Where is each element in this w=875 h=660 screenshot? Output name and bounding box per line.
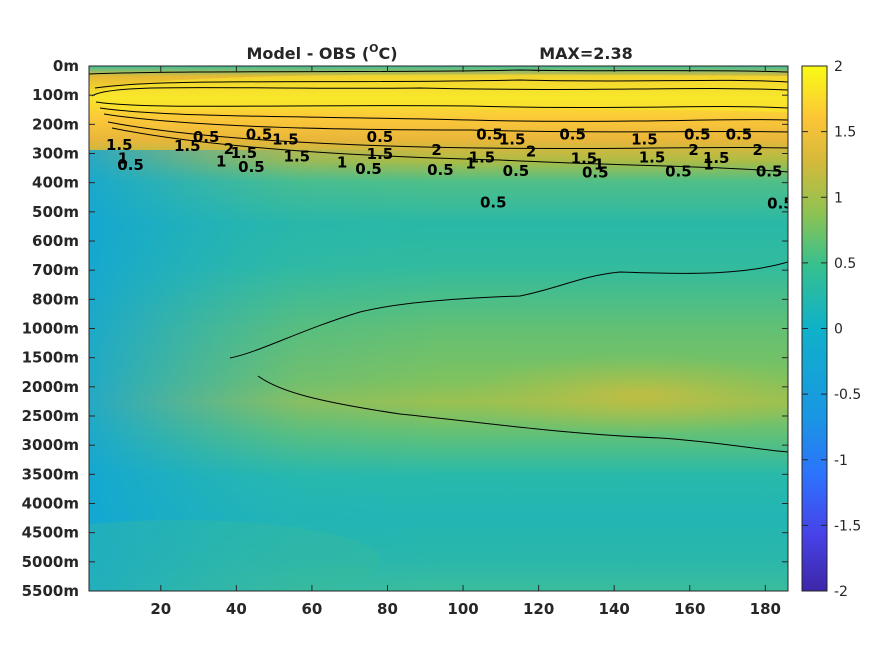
contour-label: 0.5 <box>684 125 711 143</box>
contour-label: 1.5 <box>571 149 598 167</box>
contour-label: 0.5 <box>355 160 382 178</box>
contour-label: 1.5 <box>284 147 311 165</box>
colorbar-tick-label: -0.5 <box>834 387 861 403</box>
y-tick-label: 600m <box>32 232 79 250</box>
contour-label: 1.5 <box>174 137 201 155</box>
y-tick-label: 1500m <box>22 349 79 367</box>
y-tick-label: 5000m <box>22 553 79 571</box>
contour-label: 0.5 <box>582 164 609 182</box>
y-axis: 0m 100m 200m 300m 400m 500m 600m 700m 800m 1000m 1… <box>22 57 788 600</box>
contour-label: 0.5 <box>193 128 220 146</box>
y-tick-label: 2500m <box>22 407 79 425</box>
contour-label: 1.5 <box>499 131 526 149</box>
colorbar-tick-label: -2 <box>834 584 848 600</box>
contour-label: 0.5 <box>427 161 454 179</box>
contour-label: 0.5 <box>476 125 503 143</box>
contour-label: 1.5 <box>106 136 133 154</box>
contour-label: 2 <box>688 141 698 159</box>
contour-label: 1 <box>703 156 713 174</box>
contour-label: 0.5 <box>767 195 794 213</box>
contour-label: 0.5 <box>238 158 265 176</box>
contour-label: 1.5 <box>703 149 730 167</box>
contour-label: 2 <box>753 141 763 159</box>
contour-label: 0.5 <box>726 125 753 143</box>
y-tick-label: 400m <box>32 174 79 192</box>
y-tick-label: 3000m <box>22 436 79 454</box>
contour-label: 0.5 <box>246 125 273 143</box>
x-tick-label: 140 <box>599 600 630 618</box>
y-tick-label: 500m <box>32 203 79 221</box>
colorbar-tick-label: -1 <box>834 453 848 469</box>
contour-label: 1.5 <box>631 131 658 149</box>
y-tick-label: 800m <box>32 290 79 308</box>
heatmap-field <box>89 66 788 591</box>
x-tick-label: 60 <box>301 600 322 618</box>
x-axis: 20 40 60 80 100 120 140 160 180 <box>150 66 781 618</box>
contour-label: 0.5 <box>559 125 586 143</box>
contour-label: 0.5 <box>503 162 530 180</box>
contour-label: 2 <box>526 143 536 161</box>
contour-label: 0.5 <box>756 163 783 181</box>
colorbar-tick-label: 0 <box>834 322 843 338</box>
x-tick-label: 40 <box>226 600 247 618</box>
y-tick-label: 3500m <box>22 465 79 483</box>
contour-label: 1.5 <box>231 144 258 162</box>
x-tick-label: 120 <box>523 600 554 618</box>
y-tick-label: 4500m <box>22 524 79 542</box>
colorbar-tick-label: 0.5 <box>834 256 856 272</box>
y-tick-label: 4000m <box>22 495 79 513</box>
y-tick-label: 5500m <box>22 582 79 600</box>
contour-label-layer: 0.5 0.5 0.5 0.5 0.5 0.5 0.51.5 1.5 1.51.5 1.5 2 2 2 2… <box>106 125 794 213</box>
contour-label: 0.5 <box>665 163 692 181</box>
contour-label: 1 <box>337 154 347 172</box>
contour-label: 1 <box>594 156 604 174</box>
contour-label: 1.5 <box>367 145 394 163</box>
x-tick-label: 20 <box>150 600 171 618</box>
colorbar-axis: 2 1.5 1 0.5 0 -0.5 -1 -1.5 -2 <box>802 59 861 600</box>
contour-label: 1 <box>118 149 128 167</box>
x-tick-label: 100 <box>447 600 478 618</box>
y-tick-label: 300m <box>32 145 79 163</box>
chart-title: Model - OBS (OC) <box>246 42 397 63</box>
y-tick-label: 2000m <box>22 378 79 396</box>
contour-label: 1.5 <box>639 148 666 166</box>
colorbar-tick-label: 1 <box>834 190 843 206</box>
contour-label: 0.5 <box>117 156 144 174</box>
y-tick-label: 0m <box>53 57 79 75</box>
max-label: MAX=2.38 <box>539 44 633 63</box>
x-tick-label: 160 <box>674 600 705 618</box>
contour-lines <box>89 69 788 453</box>
y-tick-label: 200m <box>32 115 79 133</box>
contour-label: 0.5 <box>367 128 394 146</box>
colorbar-tick-label: 1.5 <box>834 125 856 141</box>
y-tick-label: 1000m <box>22 320 79 338</box>
colorbar-tick-label: 2 <box>834 59 843 75</box>
y-tick-label: 100m <box>32 86 79 104</box>
y-tick-label: 700m <box>32 261 79 279</box>
x-tick-label: 180 <box>750 600 781 618</box>
contour-label: 1.5 <box>469 148 496 166</box>
contour-label: 2 <box>431 141 441 159</box>
contour-label: 1.5 <box>272 131 299 149</box>
contour-label: 1 <box>216 153 226 171</box>
contour-label: 0.5 <box>480 194 507 212</box>
colorbar-tick-label: -1.5 <box>834 518 861 534</box>
contour-label: 2 <box>224 140 234 158</box>
x-tick-label: 80 <box>377 600 398 618</box>
contour-label: 1 <box>465 155 475 173</box>
